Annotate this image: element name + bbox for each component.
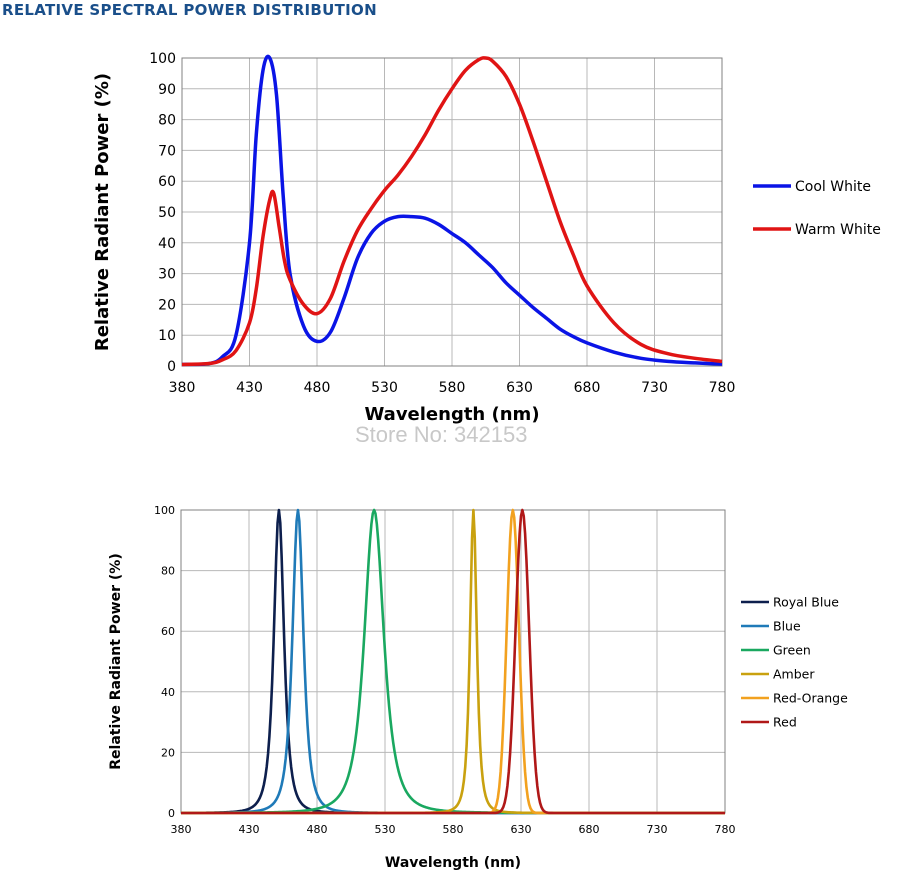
x-axis-title: Wavelength (nm) [385,855,521,870]
x-tick-label: 580 [439,380,466,396]
series-line-red [181,508,725,815]
x-tick-label: 480 [304,380,331,396]
y-tick-label: 100 [149,51,176,67]
page-title: RELATIVE SPECTRAL POWER DISTRIBUTION [2,1,377,19]
watermark: Store No: 342153 [355,422,528,447]
y-tick-label: 20 [158,297,176,313]
y-tick-label: 80 [158,113,176,129]
plot-border [181,57,723,367]
x-tick-label: 430 [239,823,260,836]
legend-label-red: Red [773,715,797,730]
legend-label-cool-white: Cool White [795,179,871,195]
y-tick-label: 30 [158,267,176,283]
y-tick-label: 70 [158,143,176,159]
legend-label-blue: Blue [773,619,801,634]
y-tick-label: 50 [158,205,176,221]
x-tick-label: 430 [236,380,263,396]
y-tick-label: 80 [161,565,175,578]
x-tick-label: 530 [375,823,396,836]
y-tick-label: 90 [158,82,176,98]
x-tick-label: 780 [715,823,736,836]
x-axis-title: Wavelength (nm) [364,404,539,425]
chart-cool-warm-white: 380 430 480 530 580 630 680 730 780 0 10 20 30 40 50 60… [92,51,881,425]
series-line-warm-white [181,56,723,367]
x-tick-label: 680 [574,380,601,396]
legend-label-amber: Amber [773,667,815,682]
x-tick-label: 580 [443,823,464,836]
legend-label-red-orange: Red-Orange [773,691,848,706]
legend-label-royal-blue: Royal Blue [773,595,839,610]
y-axis-title: Relative Radiant Power (%) [92,73,113,351]
legend-label-warm-white: Warm White [795,222,881,238]
y-axis-title: Relative Radiant Power (%) [108,553,124,769]
legend-label-green: Green [773,643,811,658]
y-tick-label: 10 [158,328,176,344]
x-tick-label: 780 [709,380,736,396]
y-tick-label: 60 [161,625,175,638]
x-tick-label: 380 [171,823,192,836]
y-tick-label: 60 [158,174,176,190]
y-tick-label: 20 [161,746,175,759]
x-tick-label: 680 [579,823,600,836]
y-tick-label: 100 [154,504,175,517]
x-tick-label: 630 [506,380,533,396]
series-line-cool-white [181,54,723,367]
x-tick-label: 730 [647,823,668,836]
x-tick-label: 630 [511,823,532,836]
x-tick-label: 380 [169,380,196,396]
x-tick-label: 530 [371,380,398,396]
y-tick-label: 0 [167,359,176,375]
y-tick-label: 40 [161,686,175,699]
x-tick-label: 730 [641,380,668,396]
y-tick-label: 0 [168,807,175,820]
x-tick-label: 480 [307,823,328,836]
y-tick-label: 40 [158,236,176,252]
